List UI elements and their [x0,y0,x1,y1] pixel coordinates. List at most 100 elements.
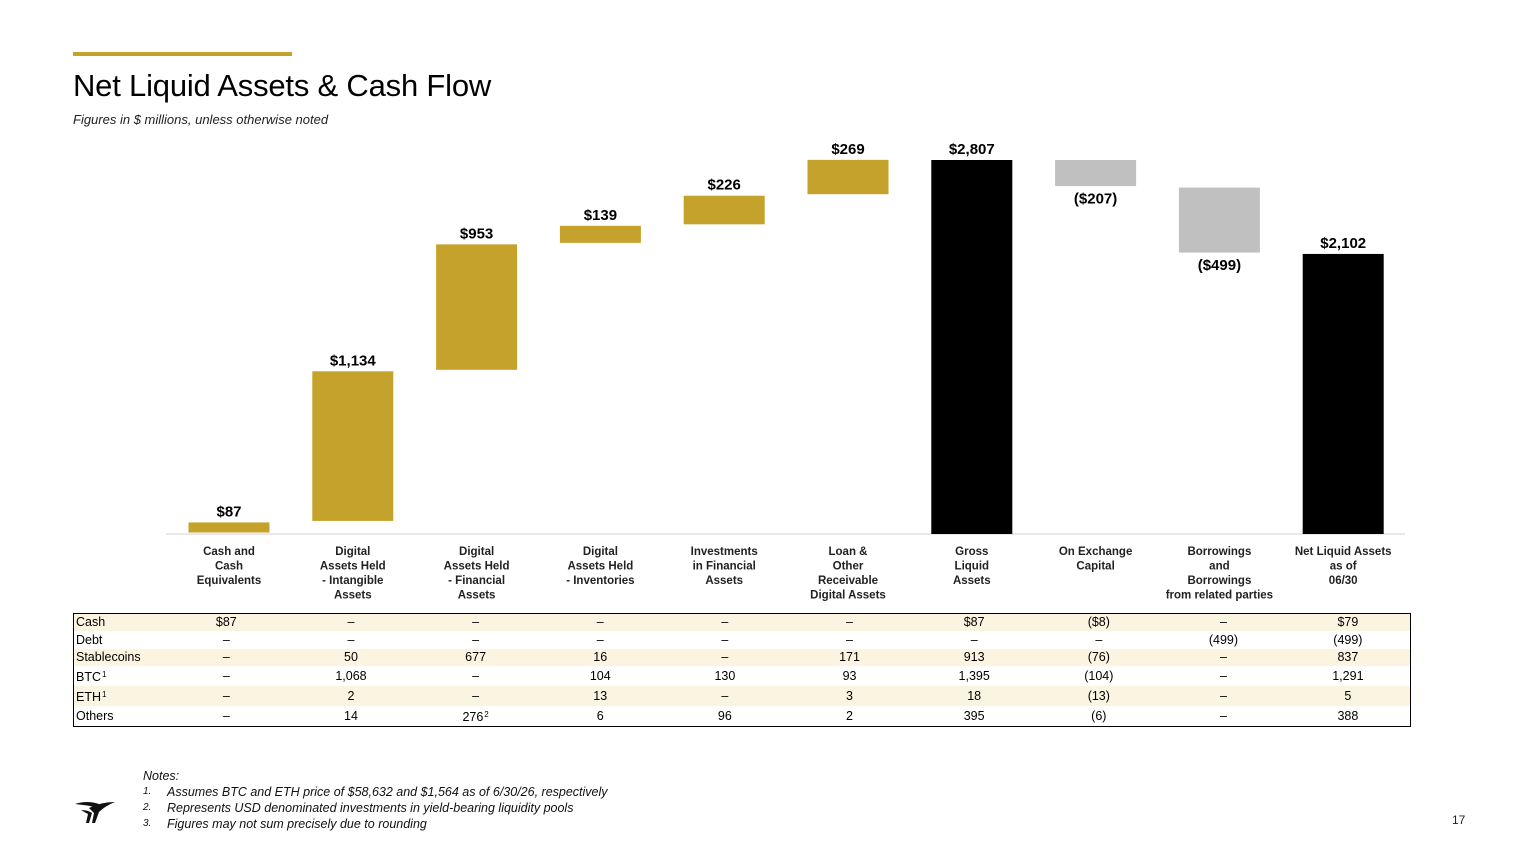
page-subtitle: Figures in $ millions, unless otherwise … [73,112,329,127]
table-cell: – [164,648,289,667]
footnote-marker: 1 [102,670,107,680]
table-cell: 5 [1285,686,1411,707]
table-cell: 3 [787,686,912,707]
table-cell: – [846,632,853,647]
category-label-9: from related parties [1166,590,1273,602]
category-label-2: Digital [335,546,370,558]
row-label: Cash [73,613,164,632]
table-cell: (13) [1036,686,1162,707]
category-label-4: - Inventories [566,575,634,587]
page-number: 17 [1452,813,1466,827]
table-cell: 1,395 [958,668,990,683]
table-cell: 2 [846,708,853,723]
waterfall-chart: $87 $1,134 $953 $139 $226 $269 $2,807 ($207) ($4… [166,141,1405,602]
category-label-7: Liquid [955,561,990,573]
value-label-5: $226 [708,177,741,194]
bar-4 [559,225,641,243]
table-cell: ($8) [1036,613,1162,632]
category-label-9: Borrowings [1187,575,1251,587]
table-cell: – [596,632,604,647]
table-cell: $79 [1285,613,1411,632]
title-accent-rule [73,52,292,56]
category-label-2: Assets [334,590,372,602]
table-cell: 50 [288,648,414,667]
note-item: 3. Figures may not sum precisely due to r… [143,817,427,831]
table-cell: 395 [963,708,985,723]
category-label-1: Equivalents [197,575,262,587]
table-cell: – [662,613,788,632]
table-cell: 13 [537,686,663,707]
table-row: Others – 14 2762 6 96 2 395 (6) – 388 [74,706,1411,727]
category-label-10: as of [1330,561,1357,573]
row-label: Others [76,708,114,723]
table-cell: 96 [717,708,732,723]
table-cell: $87 [164,613,289,632]
table-cell: – [1219,668,1227,683]
table-cell: 1,291 [1332,668,1364,683]
table-cell: 18 [911,686,1037,707]
row-label: Stablecoins [73,648,164,667]
table-row: Cash $87– – – – – $87 ($8) – $79 [73,613,1411,632]
table-cell: 104 [589,668,611,683]
table-cell: 171 [787,648,912,667]
table-cell: – [472,632,480,647]
category-label-9: Borrowings [1187,546,1251,558]
table-cell: – [472,668,480,683]
note-item: 1. Assumes BTC and ETH price of $58,632 a… [143,785,608,799]
bird-logo-icon [75,802,115,823]
category-label-6: Receivable [818,575,878,587]
category-label-3: Assets Held [444,561,510,573]
category-label-6: Other [833,561,864,573]
category-label-7: Gross [955,546,988,558]
category-label-8: On Exchange [1059,546,1133,558]
category-label-10: Net Liquid Assets [1295,546,1392,558]
category-label-6: Loan & [829,546,868,558]
category-label-3: Digital [459,546,494,558]
bar-3 [436,244,518,370]
value-label-2: $1,134 [330,352,377,369]
category-label-4: Digital [583,546,618,558]
value-label-1: $87 [216,503,241,520]
table-cell: – [721,632,729,647]
note-item: 2. Represents USD denominated investments… [143,801,574,815]
category-label-8: Capital [1076,561,1114,573]
table-cell: – [662,686,788,707]
table-cell: 2762 [462,710,489,725]
table-cell: $87 [911,613,1037,632]
bar-1 [188,522,270,533]
bar-5 [683,195,765,225]
category-label-1: Cash [215,561,243,573]
table-cell: – [1219,708,1227,723]
table-cell: 2 [288,686,414,707]
bar-10 [1302,253,1384,534]
table-cell: (76) [1036,648,1162,667]
table-cell: 16 [537,648,663,667]
category-label-1: Cash and [203,546,255,558]
bar-8 [1055,160,1137,187]
bar-2 [312,371,394,521]
footnote-marker: 1 [102,690,107,700]
table-cell: – [1161,613,1286,632]
value-label-7: $2,807 [949,141,995,158]
row-label: ETH1 [73,686,164,707]
table-cell: (499) [1208,632,1239,647]
footnote-marker: 2 [484,710,489,720]
value-label-4: $139 [584,207,617,224]
table-cell: 14 [344,708,358,723]
table-cell: – [787,613,912,632]
category-label-9: and [1209,561,1229,573]
asset-breakdown-table: Cash $87– – – – – $87 ($8) – $79 Debt – – – – – – – – (499)… [73,613,1411,728]
table-cell: – [537,613,663,632]
table-cell: – [662,648,788,667]
table-cell: 6 [596,708,604,723]
table-cell: – [1161,648,1286,667]
table-row: Stablecoins –50 677 16–171 913 (76) –837 [73,648,1411,667]
table-cell: 677 [413,648,538,667]
category-label-3: Assets [458,590,496,602]
table-cell: – [1161,686,1286,707]
table-cell: 913 [911,648,1037,667]
bar-9 [1178,187,1260,253]
value-label-3: $953 [460,225,493,242]
table-cell: – [164,686,289,707]
category-label-10: 06/30 [1329,575,1358,587]
